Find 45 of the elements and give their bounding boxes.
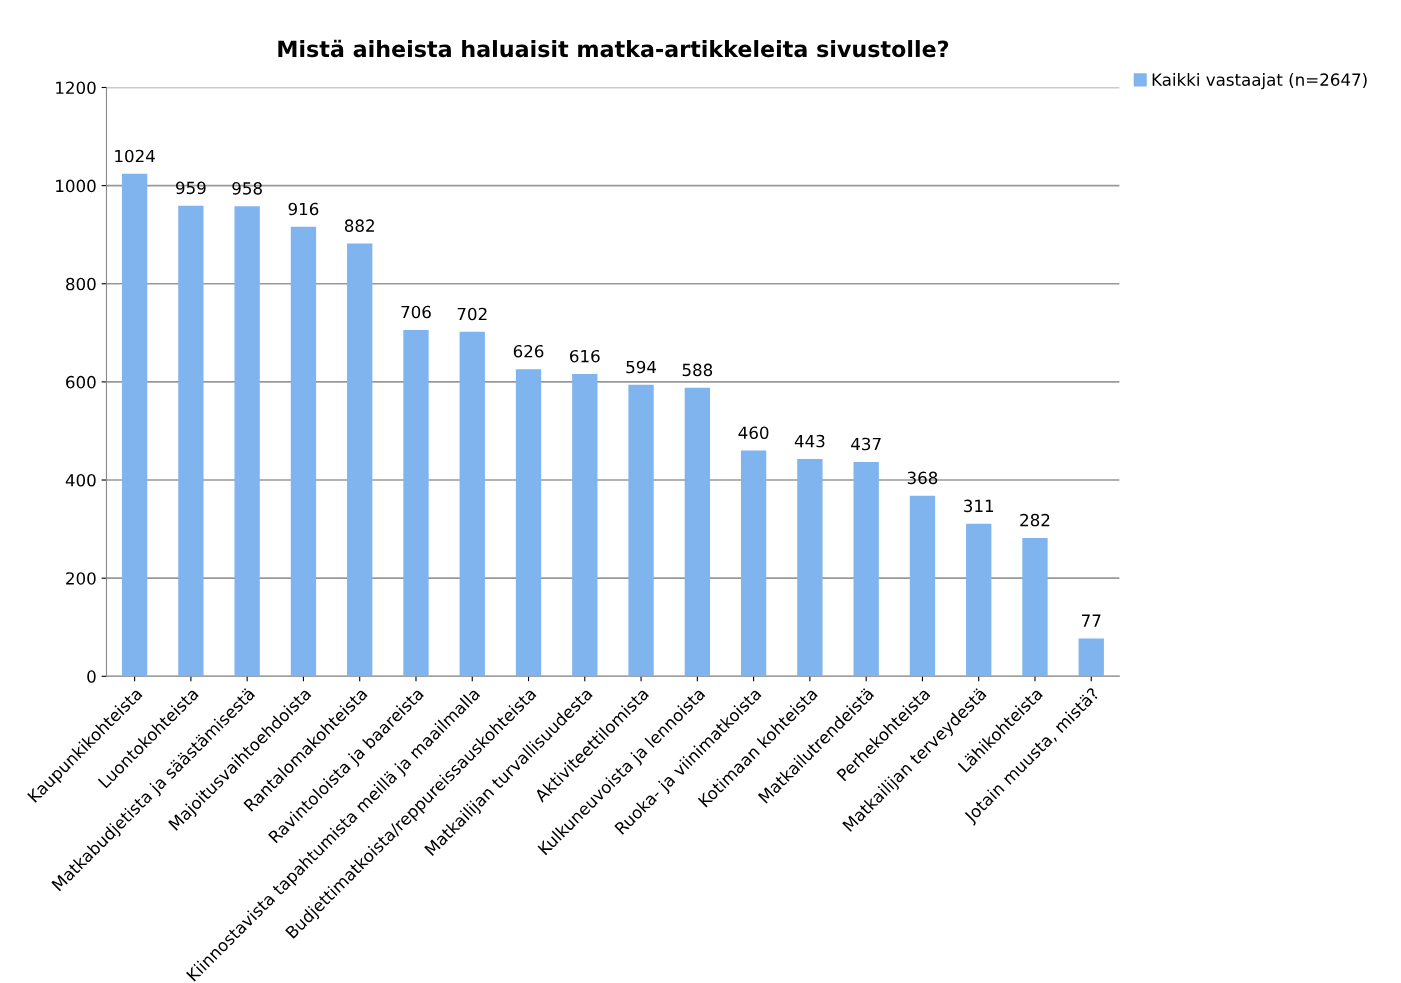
bar [290, 226, 317, 677]
data-label: 706 [401, 305, 431, 319]
bar [966, 523, 992, 677]
data-label: 588 [682, 363, 713, 377]
data-label: 916 [288, 202, 319, 216]
bar [459, 331, 485, 677]
y-tick-label: 800 [66, 277, 96, 291]
bar [909, 495, 936, 677]
y-tick-label: 1000 [56, 179, 96, 193]
data-label: 77 [1082, 614, 1101, 627]
y-tick-label: 0 [87, 670, 96, 683]
chart-title: Mistä aiheista haluaisit matka-artikkeleita sivustolle? [278, 39, 949, 58]
data-label: 1024 [115, 149, 155, 163]
data-label: 958 [232, 182, 262, 195]
bar [178, 205, 204, 677]
bar [403, 329, 429, 677]
bar [234, 206, 260, 677]
bar [347, 243, 373, 677]
bar [853, 461, 879, 677]
data-label: 626 [513, 344, 544, 358]
bar [121, 173, 148, 677]
data-label: 882 [344, 219, 374, 232]
y-tick-label: 600 [66, 375, 96, 389]
data-label: 368 [907, 471, 938, 485]
bar [740, 450, 767, 677]
legend-label: Kaikki vastaajat (n=2647) [1152, 73, 1367, 90]
bar [628, 384, 654, 677]
bar [515, 369, 542, 677]
data-label: 282 [1020, 513, 1050, 527]
data-label: 311 [964, 499, 994, 513]
data-label: 959 [176, 181, 206, 195]
bar [684, 387, 711, 677]
data-label: 594 [626, 360, 657, 374]
data-label: 443 [794, 434, 825, 448]
y-tick-label: 200 [66, 572, 96, 585]
data-label: 437 [851, 437, 881, 451]
bar [1022, 537, 1048, 677]
y-tick-label: 400 [65, 473, 96, 487]
bar [1078, 638, 1104, 677]
data-label: 616 [570, 349, 600, 363]
data-label: 460 [738, 426, 769, 440]
bar [572, 374, 598, 677]
bar [797, 458, 823, 677]
data-label: 702 [457, 307, 487, 321]
y-tick-label: 1200 [56, 81, 96, 95]
